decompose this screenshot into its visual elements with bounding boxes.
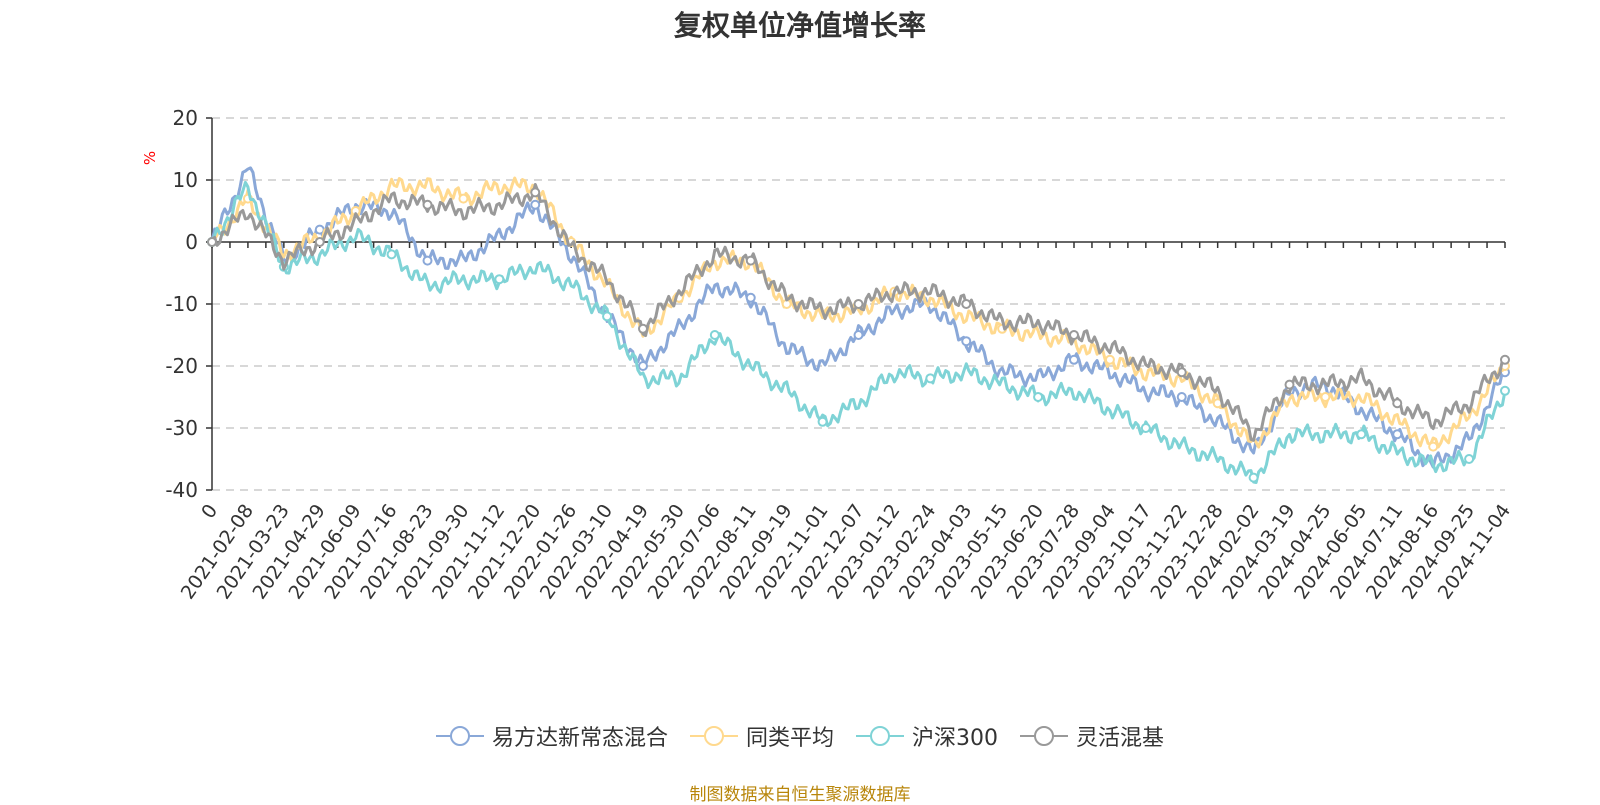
data-point	[386, 249, 397, 260]
data-point	[1392, 398, 1403, 409]
data-point	[1033, 392, 1044, 402]
legend-item-peer-average[interactable]: 同类平均	[689, 720, 834, 752]
data-point	[494, 274, 505, 285]
legend-line-circle-icon	[856, 726, 904, 746]
data-point	[638, 361, 648, 371]
legend-line-circle-icon	[435, 726, 484, 746]
series-line	[210, 166, 1506, 469]
y-tick-label: -30	[165, 416, 198, 440]
y-axis-unit: %	[141, 151, 159, 165]
x-tick-labels: 02021-02-082021-03-232021-04-292021-06-0…	[177, 500, 1515, 603]
data-point	[1176, 367, 1187, 378]
y-tick-label: 0	[185, 230, 198, 254]
y-tick-label: -20	[165, 354, 198, 378]
legend: 易方达新常态混合 同类平均 沪深300 灵活混基	[0, 720, 1600, 752]
data-point	[314, 237, 325, 247]
data-point	[925, 373, 936, 384]
chart-title: 复权单位净值增长率	[673, 9, 926, 42]
y-tick-label: -40	[165, 478, 198, 502]
data-point	[709, 330, 720, 340]
y-tick-label: -10	[165, 292, 198, 316]
data-point	[961, 336, 972, 347]
data-point	[1464, 454, 1475, 464]
legend-label: 同类平均	[745, 726, 834, 751]
y-tick-label: 20	[173, 106, 198, 130]
data-point	[458, 193, 469, 204]
data-point	[1284, 379, 1295, 390]
x-tick-label: 0	[197, 500, 222, 523]
series-line	[210, 176, 1507, 449]
data-point	[530, 199, 541, 210]
data-point	[1069, 354, 1079, 365]
data-point	[1392, 429, 1403, 440]
data-point	[1356, 429, 1367, 440]
series-lines	[207, 166, 1510, 484]
data-point	[638, 323, 648, 334]
y-tick-labels: 20 10 0 -10 -20 -30 -40	[165, 106, 198, 502]
data-point	[422, 255, 433, 266]
legend-label: 灵活混基	[1076, 726, 1165, 751]
data-point	[1176, 392, 1187, 402]
data-point	[1428, 441, 1439, 452]
data-point	[853, 330, 864, 340]
data-point	[1500, 354, 1510, 365]
legend-line-circle-icon	[689, 726, 738, 746]
data-point	[745, 292, 756, 303]
legend-item-flexible-mixed[interactable]: 灵活混基	[1020, 720, 1164, 752]
data-source-note: 制图数据来自恒生聚源数据库	[689, 785, 911, 805]
data-point	[853, 299, 864, 309]
legend-line-circle-icon	[1020, 726, 1068, 746]
data-point	[1069, 330, 1079, 340]
data-point	[530, 187, 541, 198]
data-point	[207, 237, 217, 247]
data-point	[961, 299, 972, 309]
data-point	[602, 311, 613, 322]
data-point	[1500, 385, 1510, 396]
data-point	[1140, 423, 1151, 433]
data-point	[422, 199, 433, 210]
series-line	[210, 180, 1507, 484]
legend-label: 沪深300	[912, 726, 998, 751]
legend-item-fund[interactable]: 易方达新常态混合	[435, 720, 668, 752]
y-tick-label: 10	[173, 168, 198, 192]
data-point	[1104, 354, 1115, 365]
data-point	[1320, 392, 1331, 402]
data-point	[745, 255, 756, 266]
data-point	[817, 416, 828, 427]
legend-label: 易方达新常态混合	[491, 726, 668, 751]
data-point	[1248, 472, 1259, 483]
legend-item-csi300[interactable]: 沪深300	[856, 720, 998, 752]
